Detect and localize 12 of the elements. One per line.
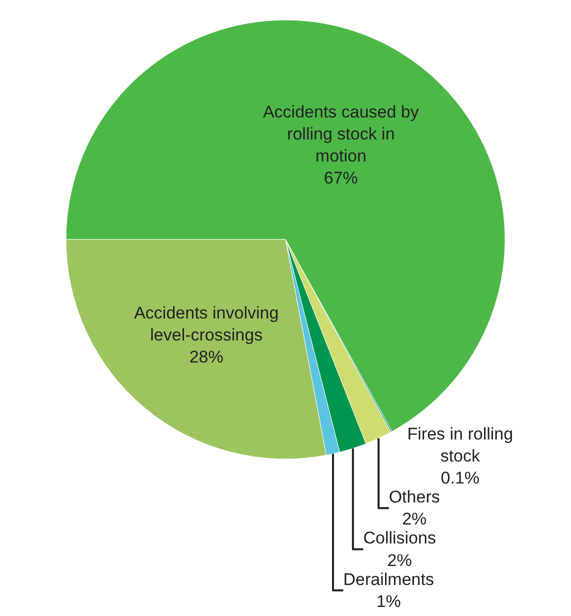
data-label: 0.1% <box>440 468 480 488</box>
slice-label: Derailments <box>343 570 434 589</box>
data-label: 2% <box>387 550 412 570</box>
slice-label: Collisions <box>363 528 436 548</box>
data-label: 2% <box>402 510 427 529</box>
data-label: 1% <box>376 592 401 611</box>
slice-label: Others <box>388 488 440 507</box>
slice-label: Accidents caused by rolling stock in motion <box>262 102 420 166</box>
data-label: 28% <box>189 348 224 367</box>
slice-label: Accidents involving level-crossings <box>134 303 279 344</box>
data-label: 67% <box>324 168 358 188</box>
slice-label: Fires in rolling stock <box>407 424 514 466</box>
